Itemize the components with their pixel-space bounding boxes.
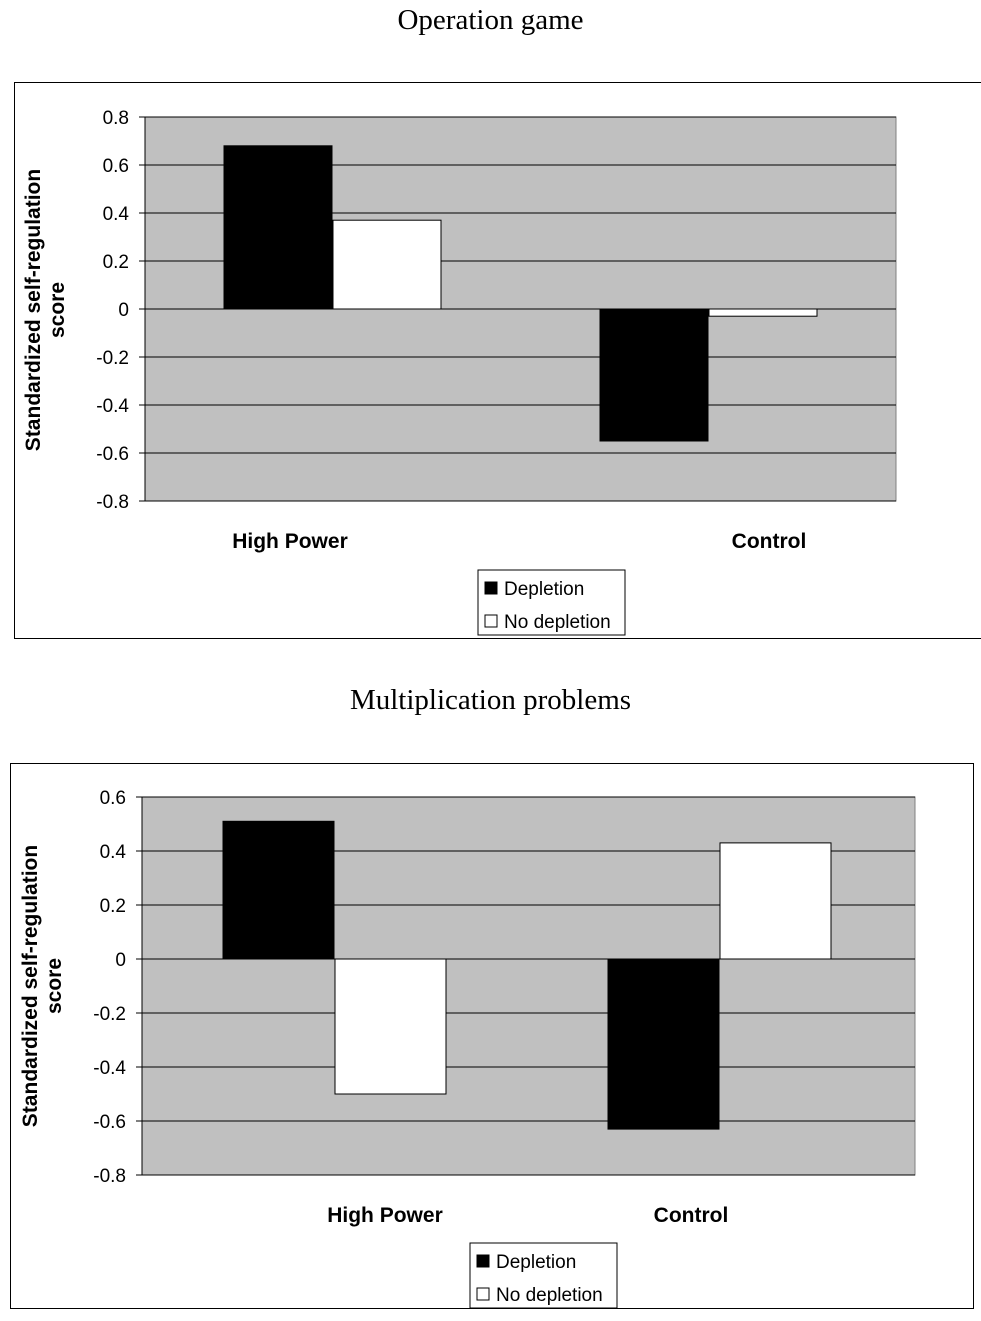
bar-depletion-control xyxy=(607,958,720,1130)
legend-swatch-no-depletion xyxy=(484,614,498,628)
chart-title-operation-game: Operation game xyxy=(397,4,584,36)
bar-no-depletion-control xyxy=(708,308,818,317)
y-axis-label-line: Standardized self-regulation xyxy=(22,169,45,451)
y-tick-label: -0.8 xyxy=(96,492,129,513)
legend-label: No depletion xyxy=(496,1285,603,1306)
x-category-label: Control xyxy=(654,1204,729,1227)
legend-box xyxy=(469,1242,618,1309)
bar-no-depletion-control xyxy=(719,842,832,960)
y-tick-label: 0 xyxy=(118,300,129,321)
y-tick-label: -0.8 xyxy=(93,1166,126,1187)
legend-label: No depletion xyxy=(504,612,611,633)
legend-swatch-depletion xyxy=(476,1254,490,1268)
legend-label: Depletion xyxy=(496,1252,576,1273)
y-tick-label: 0.8 xyxy=(103,108,129,129)
legend-box xyxy=(477,569,626,636)
y-tick-label: -0.4 xyxy=(96,396,129,417)
y-tick-label: 0.2 xyxy=(100,896,126,917)
bar-no-depletion-high-power xyxy=(334,958,447,1095)
bar-depletion-high-power xyxy=(223,145,333,310)
y-tick-label: -0.2 xyxy=(93,1004,126,1025)
x-category-label: Control xyxy=(732,530,807,553)
y-tick-label: 0.6 xyxy=(100,788,126,809)
bar-depletion-high-power xyxy=(222,820,335,960)
y-axis-label-line: score xyxy=(43,958,66,1014)
bar-no-depletion-high-power xyxy=(332,219,442,310)
x-category-label: High Power xyxy=(327,1204,443,1227)
legend-swatch-no-depletion xyxy=(476,1287,490,1301)
chart-operation-game: 0.8 0.6 0.4 0.2 0 -0.2 -0.4 -0.6 -0.8 High Power C… xyxy=(22,108,897,636)
x-category-label: High Power xyxy=(232,530,348,553)
bar-depletion-control xyxy=(599,308,709,442)
y-tick-label: 0.4 xyxy=(100,842,127,863)
y-axis-label: Standardized self-regulationscore xyxy=(19,845,66,1127)
y-tick-label: 0.4 xyxy=(103,204,130,225)
legend-swatch-depletion xyxy=(484,581,498,595)
y-axis-label-line: Standardized self-regulation xyxy=(19,845,42,1127)
chart-multiplication-problems: 0.6 0.4 0.2 0 -0.2 -0.4 -0.6 -0.8 High Power Cont… xyxy=(19,788,916,1309)
y-tick-label: 0.6 xyxy=(103,156,129,177)
y-tick-label: -0.6 xyxy=(96,444,129,465)
legend-label: Depletion xyxy=(504,579,584,600)
y-tick-label: -0.4 xyxy=(93,1058,126,1079)
y-axis-label: Standardized self-regulationscore xyxy=(22,169,69,451)
legend: Depletion No depletion xyxy=(469,1242,618,1309)
y-tick-label: 0.2 xyxy=(103,252,129,273)
y-tick-label: 0 xyxy=(115,950,126,971)
y-tick-label: -0.6 xyxy=(93,1112,126,1133)
y-tick-label: -0.2 xyxy=(96,348,129,369)
y-axis-label-line: score xyxy=(46,282,69,338)
legend: Depletion No depletion xyxy=(477,569,626,636)
chart-title-multiplication-problems: Multiplication problems xyxy=(349,684,632,716)
